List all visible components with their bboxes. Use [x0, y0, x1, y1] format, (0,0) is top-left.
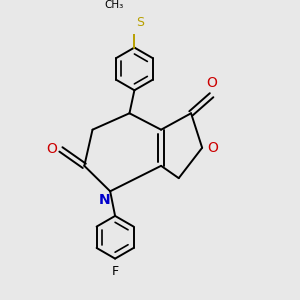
Text: CH₃: CH₃: [104, 0, 124, 10]
Text: N: N: [99, 193, 110, 207]
Text: O: O: [47, 142, 58, 156]
Text: O: O: [206, 76, 217, 90]
Text: F: F: [112, 265, 119, 278]
Text: O: O: [207, 141, 218, 155]
Text: S: S: [136, 16, 144, 29]
